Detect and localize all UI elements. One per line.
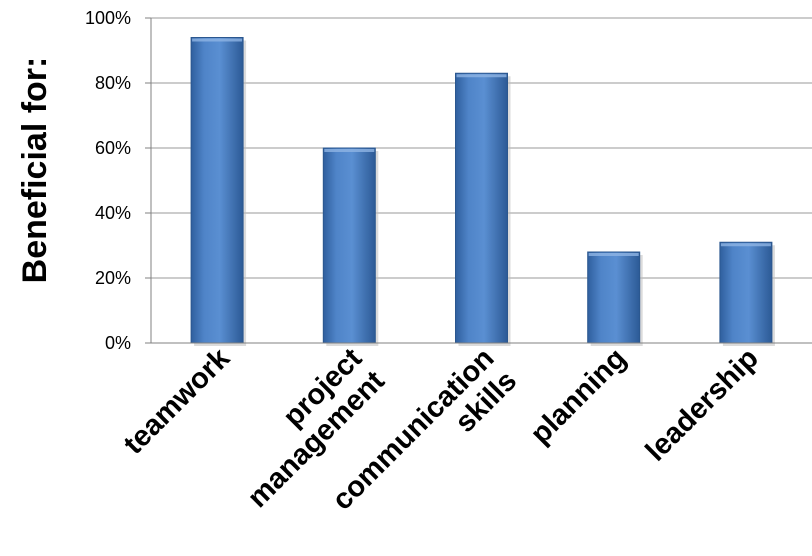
bars: [190, 37, 775, 346]
y-tick-label: 100%: [85, 8, 131, 28]
bar-highlight: [456, 74, 507, 78]
y-tick-label: 0%: [105, 333, 131, 353]
x-tick-label-line: leadership: [640, 342, 765, 467]
x-tick-label-line: planning: [525, 342, 633, 450]
x-tick-label-line: teamwork: [118, 342, 237, 461]
x-tick-labels: teamwork projectmanagementcommunicationsk…: [118, 342, 765, 517]
bar-highlight: [192, 38, 243, 42]
y-axis-label: Beneficial for:: [16, 57, 54, 284]
axes: [145, 17, 812, 344]
y-tick-label: 60%: [95, 138, 131, 158]
bar-highlight: [324, 149, 375, 152]
x-tick-label: leadership: [640, 342, 765, 467]
y-tick-label: 20%: [95, 268, 131, 288]
y-tick-label: 40%: [95, 203, 131, 223]
bar: [455, 72, 508, 344]
bar-highlight: [720, 243, 771, 247]
x-tick-label: teamwork: [118, 342, 237, 461]
x-tick-label: planning: [525, 342, 633, 450]
bar-highlight: [588, 253, 639, 256]
bar: [322, 147, 376, 344]
bar: [719, 241, 773, 344]
bar: [587, 251, 641, 344]
y-tick-labels: 0% 20% 40% 60% 80% 100%: [85, 8, 131, 353]
y-tick-label: 80%: [95, 73, 131, 93]
bar: [190, 37, 244, 344]
